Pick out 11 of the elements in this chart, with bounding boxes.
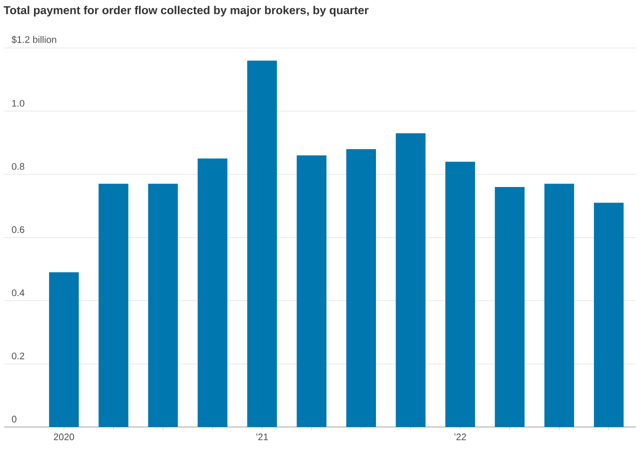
x-tick-label: ’22	[454, 434, 466, 440]
y-tick-label: $1.2 billion	[12, 36, 56, 44]
y-tick-label: 0.2	[12, 352, 24, 360]
chart-title: Total payment for order flow collected by major brokers, by quarter	[4, 6, 369, 16]
x-tick-label: 2020	[54, 434, 74, 440]
y-tick-label: 1.0	[12, 100, 24, 107]
y-tick-label: 0	[12, 416, 16, 422]
y-tick-label: 0.6	[12, 226, 24, 233]
y-tick-label: 0.4	[12, 289, 24, 296]
x-tick-label: ’21	[256, 434, 268, 440]
y-tick-label: 0.8	[12, 163, 24, 170]
